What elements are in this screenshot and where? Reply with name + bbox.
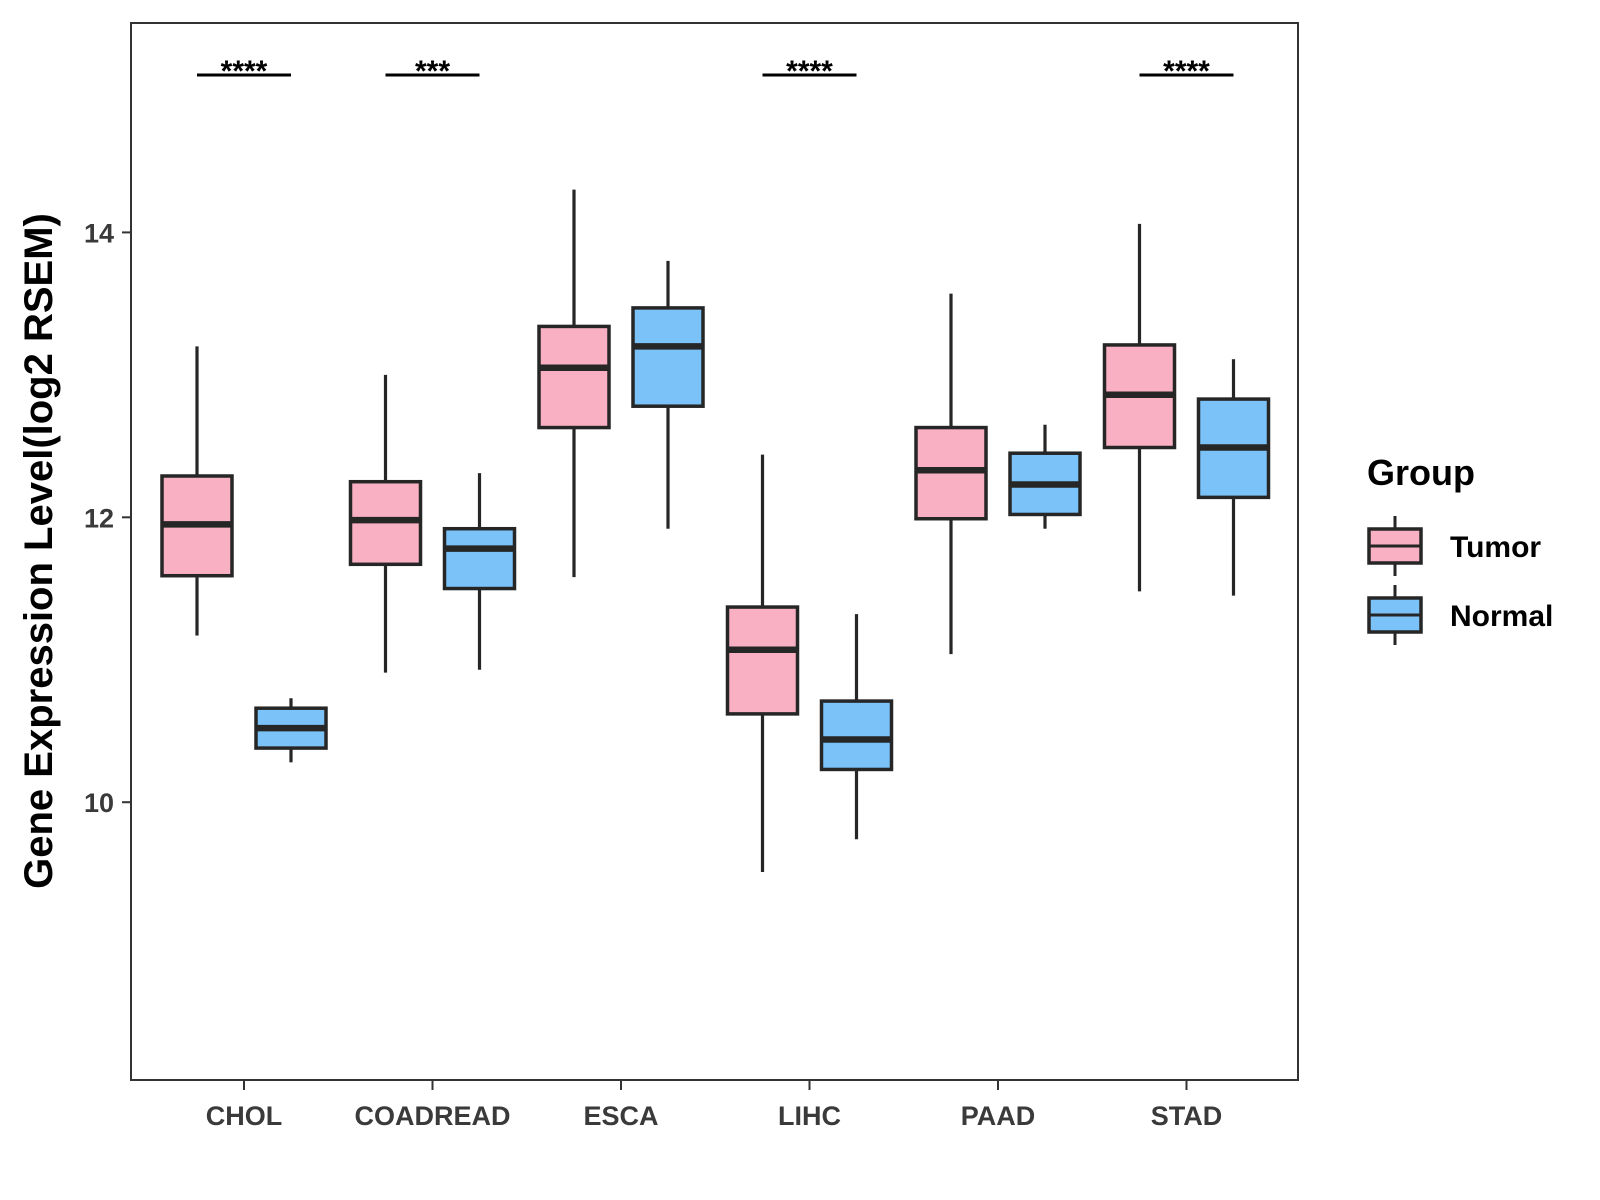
significance-label: **** xyxy=(786,55,833,88)
significance-stad: **** xyxy=(1139,55,1234,88)
box-normal-chol xyxy=(254,698,328,763)
significance-label: **** xyxy=(1163,55,1210,88)
y-tick-label: 14 xyxy=(84,218,114,248)
box-normal-esca xyxy=(631,260,705,529)
box-body xyxy=(442,526,517,591)
box-body xyxy=(537,324,611,430)
y-axis-title: Gene Expression Level(log2 RSEM) xyxy=(17,213,61,889)
x-tick-label-esca: ESCA xyxy=(583,1101,658,1131)
box-normal-paad xyxy=(1008,424,1082,529)
box-normal-stad xyxy=(1196,359,1271,596)
legend-label-tumor: Tumor xyxy=(1450,531,1541,564)
y-tick-label: 10 xyxy=(84,788,114,818)
legend-label-normal: Normal xyxy=(1450,600,1553,633)
box-body xyxy=(725,605,800,716)
x-tick-label-coadread: COADREAD xyxy=(354,1101,510,1131)
boxes-layer xyxy=(160,189,1271,873)
box-normal-lihc xyxy=(819,614,894,840)
axes-layer: 10 12 14 CHOL COADREAD ESCA LIHC PAAD STAD xyxy=(84,218,1222,1131)
x-tick-label-lihc: LIHC xyxy=(778,1101,841,1131)
box-tumor-chol xyxy=(160,346,234,636)
box-tumor-coadread xyxy=(348,374,423,673)
box-body xyxy=(631,306,705,408)
x-tick-label-chol: CHOL xyxy=(206,1101,283,1131)
significance-label: **** xyxy=(221,55,268,88)
y-tick-label: 12 xyxy=(84,503,114,533)
legend-items: Tumor Normal xyxy=(1367,516,1553,645)
plot-panel-border xyxy=(130,22,1299,1081)
significance-chol: **** xyxy=(197,55,291,88)
legend-item-normal: Normal xyxy=(1367,585,1553,645)
box-tumor-esca xyxy=(537,189,611,578)
significance-label: *** xyxy=(415,55,450,88)
x-tick-label-paad: PAAD xyxy=(961,1101,1036,1131)
box-tumor-stad xyxy=(1102,223,1177,592)
significance-coadread: *** xyxy=(385,55,480,88)
significance-annotations: **** *** **** **** xyxy=(197,55,1234,88)
legend-title: Group xyxy=(1367,452,1475,493)
box-body xyxy=(819,699,894,772)
x-tick-label-stad: STAD xyxy=(1151,1101,1223,1131)
significance-lihc: **** xyxy=(762,55,857,88)
box-tumor-lihc xyxy=(725,454,800,873)
legend-item-tumor: Tumor xyxy=(1367,516,1541,576)
legend: Group Tumor Normal xyxy=(1367,452,1553,645)
box-normal-coadread xyxy=(442,473,517,670)
box-tumor-paad xyxy=(914,293,988,655)
